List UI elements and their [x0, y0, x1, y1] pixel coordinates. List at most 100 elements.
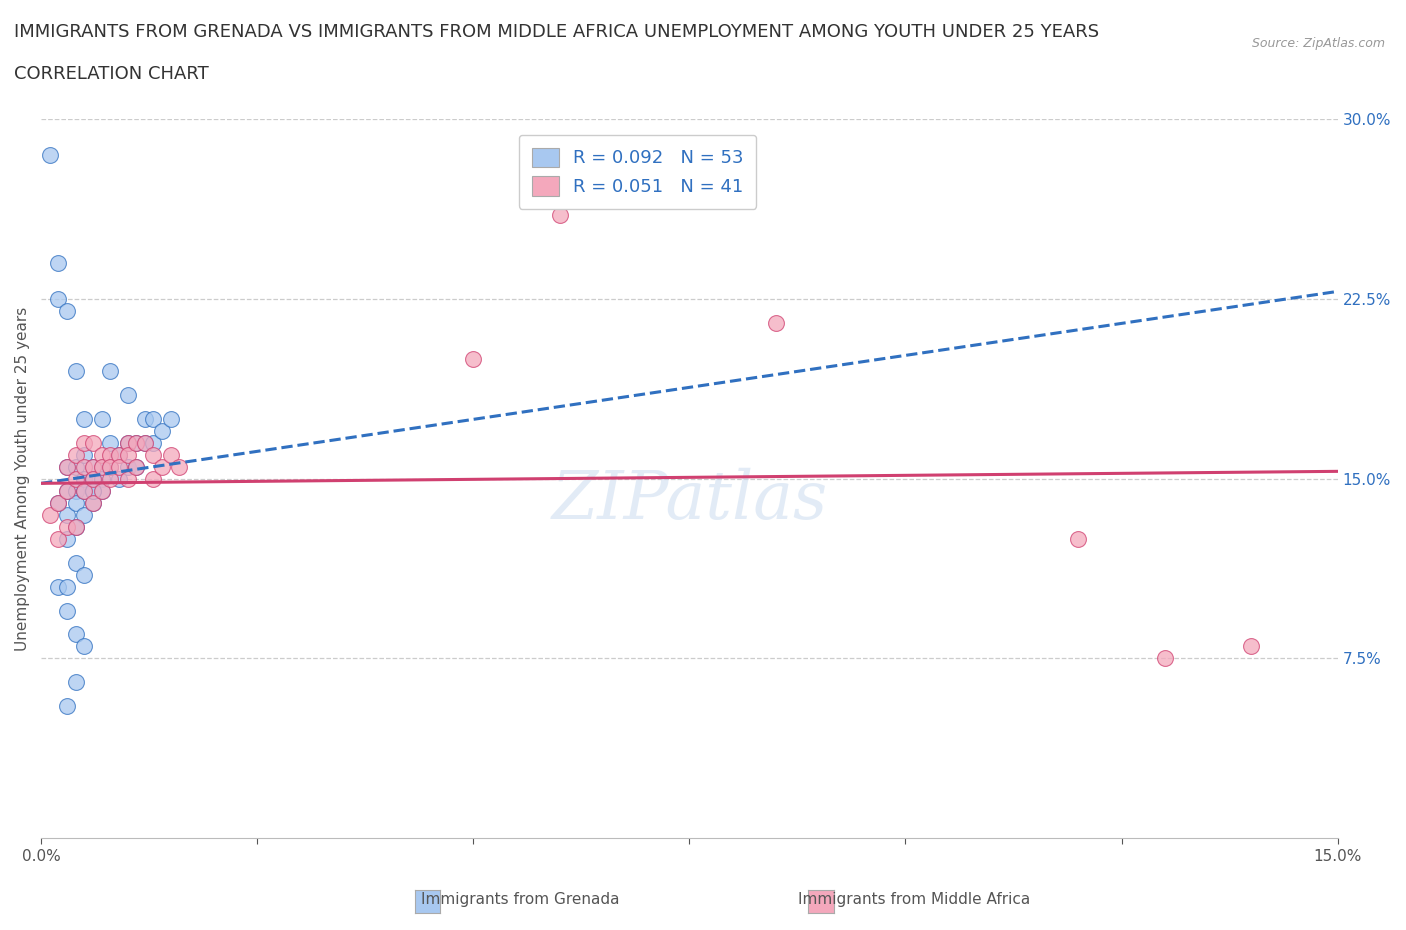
Point — [169, 459, 191, 474]
Point — [48, 255, 70, 270]
Point — [56, 303, 79, 318]
Point — [548, 207, 571, 222]
Point — [73, 447, 96, 462]
Point — [56, 483, 79, 498]
Point — [117, 435, 139, 450]
Point — [48, 531, 70, 546]
Point — [65, 472, 87, 486]
Point — [90, 459, 112, 474]
Point — [1240, 639, 1263, 654]
Text: Source: ZipAtlas.com: Source: ZipAtlas.com — [1251, 37, 1385, 50]
Point — [98, 447, 121, 462]
Point — [125, 459, 148, 474]
Point — [117, 447, 139, 462]
Point — [48, 495, 70, 510]
Point — [65, 519, 87, 534]
Point — [142, 472, 165, 486]
Point — [56, 459, 79, 474]
Point — [48, 495, 70, 510]
Point — [73, 483, 96, 498]
Point — [90, 411, 112, 426]
Point — [90, 472, 112, 486]
Text: ZIPatlas: ZIPatlas — [551, 468, 828, 533]
Point — [56, 699, 79, 714]
Point — [117, 459, 139, 474]
Legend: R = 0.092   N = 53, R = 0.051   N = 41: R = 0.092 N = 53, R = 0.051 N = 41 — [519, 135, 756, 209]
Point — [65, 363, 87, 378]
Point — [65, 675, 87, 690]
Point — [125, 435, 148, 450]
Point — [90, 459, 112, 474]
Point — [98, 472, 121, 486]
Point — [82, 435, 104, 450]
Point — [142, 435, 165, 450]
Point — [56, 519, 79, 534]
Point — [98, 459, 121, 474]
Point — [150, 459, 173, 474]
Point — [56, 603, 79, 618]
Point — [134, 411, 156, 426]
Point — [90, 483, 112, 498]
Point — [90, 447, 112, 462]
Point — [73, 472, 96, 486]
Point — [65, 483, 87, 498]
Point — [82, 472, 104, 486]
Point — [1153, 651, 1175, 666]
Point — [48, 579, 70, 594]
Point — [56, 507, 79, 522]
Text: CORRELATION CHART: CORRELATION CHART — [14, 65, 209, 83]
Point — [108, 459, 131, 474]
Point — [150, 423, 173, 438]
Point — [117, 435, 139, 450]
Point — [73, 507, 96, 522]
Point — [56, 483, 79, 498]
Point — [65, 459, 87, 474]
Point — [82, 459, 104, 474]
Point — [73, 483, 96, 498]
Point — [159, 447, 181, 462]
Point — [82, 495, 104, 510]
Point — [38, 147, 60, 162]
Point — [38, 507, 60, 522]
Point — [98, 435, 121, 450]
Point — [65, 447, 87, 462]
Point — [65, 627, 87, 642]
Point — [142, 411, 165, 426]
Point — [82, 495, 104, 510]
Point — [82, 483, 104, 498]
Point — [98, 459, 121, 474]
Point — [65, 495, 87, 510]
Point — [125, 435, 148, 450]
Point — [48, 291, 70, 306]
Point — [73, 567, 96, 582]
Point — [765, 315, 787, 330]
Point — [108, 447, 131, 462]
Text: Immigrants from Middle Africa: Immigrants from Middle Africa — [797, 892, 1031, 907]
Point — [73, 411, 96, 426]
Point — [134, 435, 156, 450]
Point — [98, 363, 121, 378]
Text: Immigrants from Grenada: Immigrants from Grenada — [420, 892, 620, 907]
Point — [65, 519, 87, 534]
Point — [134, 435, 156, 450]
Point — [463, 352, 485, 366]
Text: IMMIGRANTS FROM GRENADA VS IMMIGRANTS FROM MIDDLE AFRICA UNEMPLOYMENT AMONG YOUT: IMMIGRANTS FROM GRENADA VS IMMIGRANTS FR… — [14, 23, 1099, 41]
Point — [1067, 531, 1090, 546]
Point — [82, 472, 104, 486]
Point — [73, 435, 96, 450]
Point — [73, 639, 96, 654]
Point — [108, 472, 131, 486]
Point — [65, 555, 87, 570]
Point — [82, 459, 104, 474]
Point — [108, 447, 131, 462]
Point — [125, 459, 148, 474]
Point — [56, 579, 79, 594]
Point — [73, 459, 96, 474]
Point — [159, 411, 181, 426]
Point — [90, 483, 112, 498]
Point — [82, 483, 104, 498]
Point — [56, 459, 79, 474]
Point — [142, 447, 165, 462]
Point — [56, 531, 79, 546]
Y-axis label: Unemployment Among Youth under 25 years: Unemployment Among Youth under 25 years — [15, 306, 30, 651]
